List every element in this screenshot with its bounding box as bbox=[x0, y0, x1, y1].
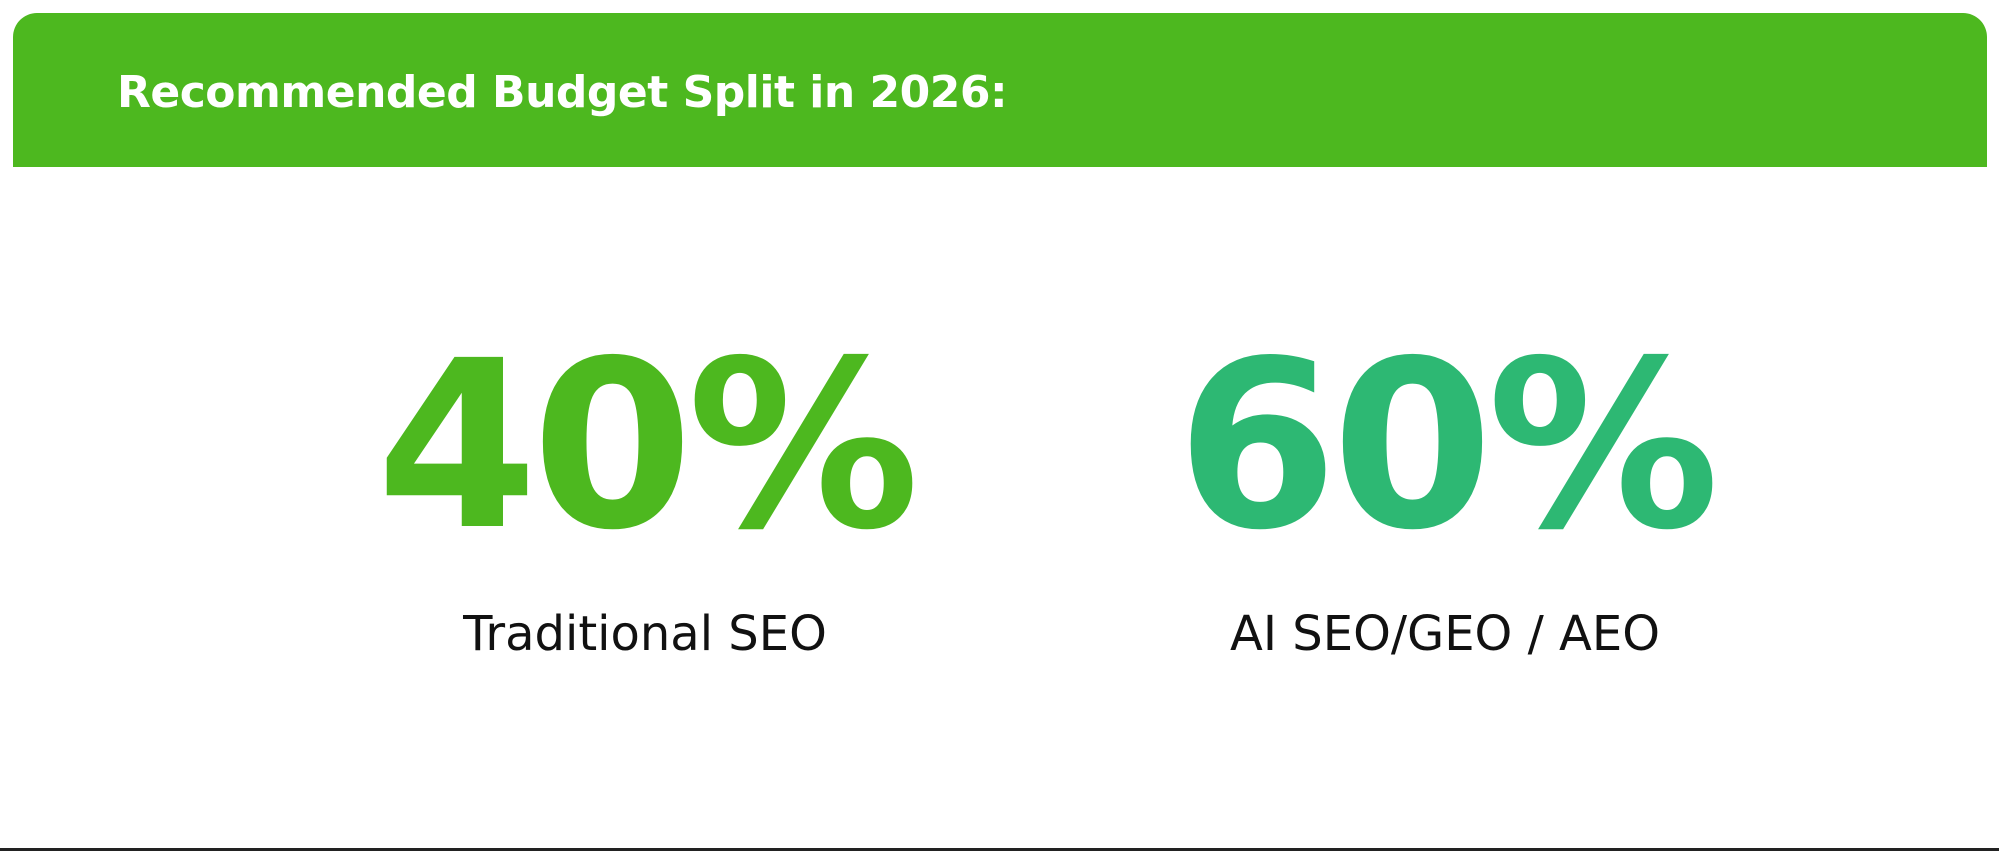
stat-traditional-seo: 40% Traditional SEO bbox=[260, 330, 1030, 658]
stat-label-ai-seo: AI SEO/GEO / AEO bbox=[1230, 606, 1660, 662]
stat-ai-seo: 60% AI SEO/GEO / AEO bbox=[1060, 330, 1830, 658]
stat-value-ai-seo: 60% bbox=[1176, 311, 1719, 581]
stat-value-traditional-seo: 40% bbox=[376, 311, 919, 581]
stat-label-traditional-seo: Traditional SEO bbox=[463, 606, 827, 662]
header-bar: Recommended Budget Split in 2026: bbox=[13, 13, 1987, 167]
bottom-divider bbox=[0, 848, 1999, 851]
page-title: Recommended Budget Split in 2026: bbox=[117, 67, 1008, 118]
